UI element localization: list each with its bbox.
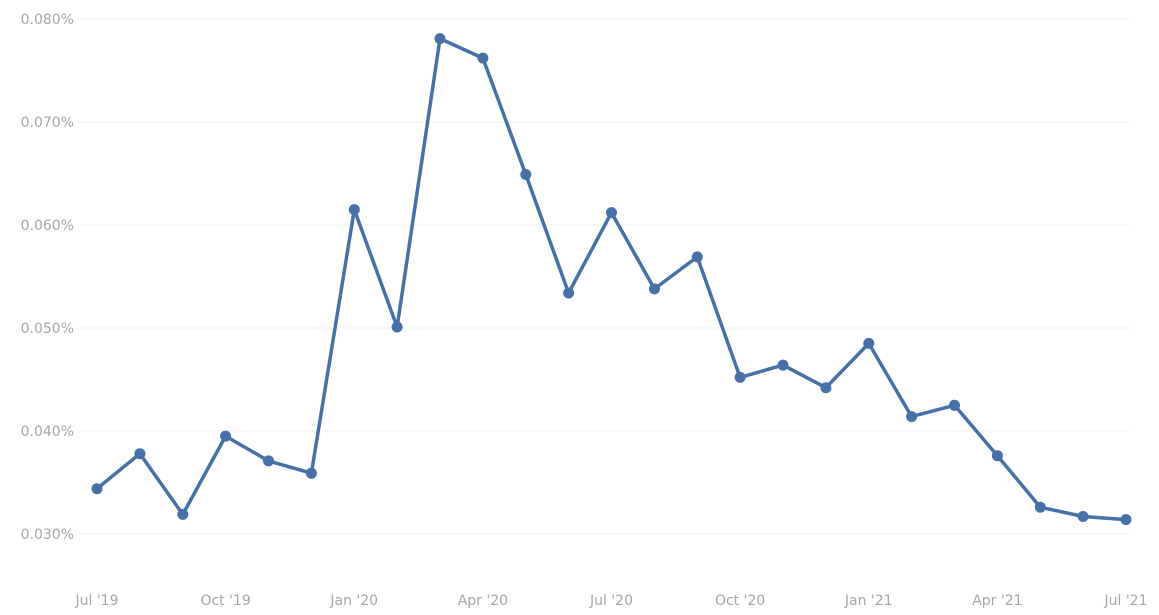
grid-lines (78, 18, 1130, 535)
y-tick-label: 0.040% (21, 424, 74, 440)
data-point[interactable] (477, 52, 489, 64)
data-point[interactable] (1077, 511, 1089, 522)
data-point[interactable] (134, 448, 146, 460)
y-tick-label: 0.070% (21, 115, 74, 131)
data-point[interactable] (734, 371, 746, 383)
x-tick-label: Apr '21 (972, 593, 1022, 609)
x-tick-label: Jul '19 (74, 593, 118, 609)
x-tick-label: Oct '20 (715, 593, 765, 609)
data-point[interactable] (520, 169, 532, 180)
data-point[interactable] (691, 251, 703, 263)
data-point[interactable] (263, 455, 274, 467)
x-tick-label: Apr '20 (458, 593, 508, 609)
data-point[interactable] (991, 450, 1003, 462)
data-point[interactable] (820, 382, 832, 394)
data-point[interactable] (863, 337, 875, 349)
data-point[interactable] (305, 467, 317, 479)
data-point[interactable] (648, 283, 660, 295)
x-tick-label: Oct '19 (200, 593, 250, 609)
data-point[interactable] (391, 321, 403, 333)
y-tick-label: 0.080% (21, 12, 74, 28)
data-point[interactable] (220, 430, 232, 442)
data-point[interactable] (348, 204, 360, 216)
data-point[interactable] (1034, 501, 1046, 513)
data-point[interactable] (563, 287, 575, 299)
x-tick-label: Jan '21 (844, 593, 893, 609)
y-tick-label: 0.060% (21, 218, 74, 234)
data-point[interactable] (777, 359, 789, 371)
y-tick-label: 0.030% (21, 527, 74, 543)
x-tick-label: Jul '21 (1103, 593, 1147, 609)
data-point[interactable] (177, 508, 189, 520)
points-layer (91, 33, 1132, 526)
x-tick-label: Jul '20 (589, 593, 633, 609)
series-line (95, 36, 1128, 522)
series-layer (95, 36, 1128, 522)
data-point[interactable] (434, 33, 446, 45)
y-tick-label: 0.050% (21, 321, 74, 337)
data-point[interactable] (949, 399, 960, 411)
y-axis: 0.030% 0.040% 0.050% 0.060% 0.070% 0.080% (21, 12, 74, 543)
data-point[interactable] (91, 483, 103, 495)
x-axis: Jul '19 Oct '19 Jan '20 Apr '20 Jul '20 Oct '… (74, 593, 1147, 609)
x-tick-label: Jan '20 (329, 593, 378, 609)
data-point[interactable] (1120, 514, 1132, 526)
data-point[interactable] (606, 207, 617, 219)
data-point[interactable] (906, 411, 918, 423)
